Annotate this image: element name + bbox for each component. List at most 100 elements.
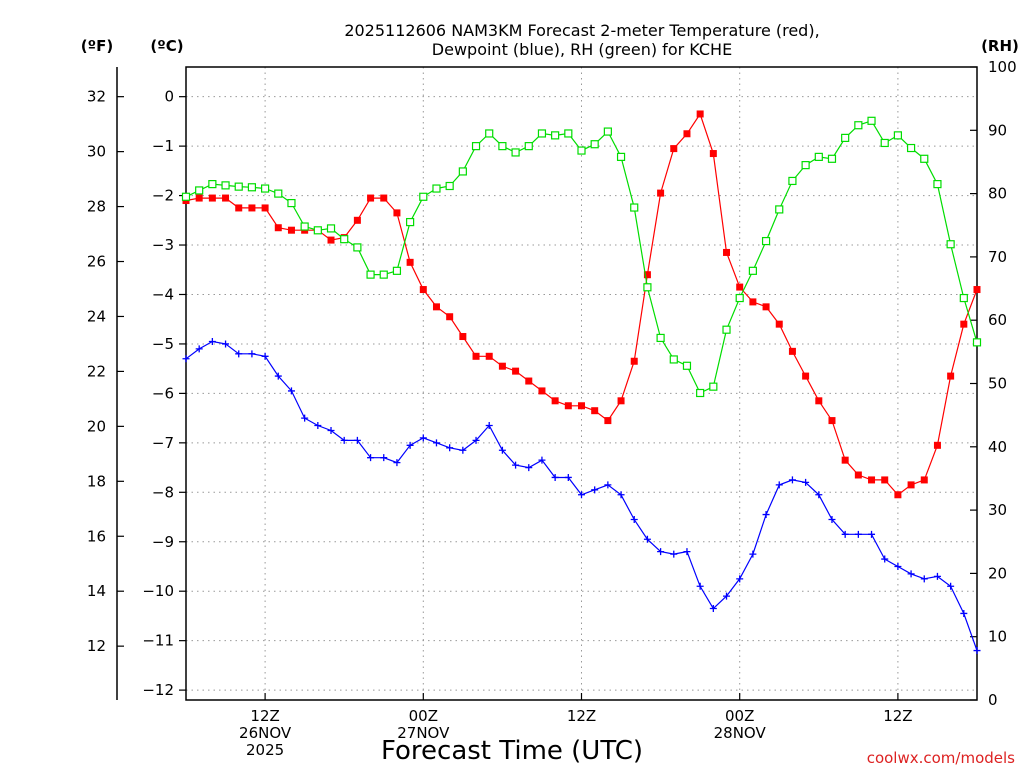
data-point xyxy=(682,361,692,370)
data-point xyxy=(512,461,520,469)
data-point xyxy=(775,320,783,328)
data-point xyxy=(208,337,216,345)
data-point xyxy=(906,143,916,153)
data-point xyxy=(274,372,282,380)
x-axis-title: Forecast Time (UTC) xyxy=(381,736,643,766)
data-point xyxy=(590,140,599,149)
data-point xyxy=(973,647,981,655)
data-point xyxy=(380,454,388,462)
data-point xyxy=(181,192,191,201)
rh-tick-label: 10 xyxy=(988,628,1007,646)
fahrenheit-tick-label: 16 xyxy=(87,527,106,545)
data-point xyxy=(419,286,427,294)
rh-tick-label: 20 xyxy=(988,564,1007,582)
data-point xyxy=(287,387,295,395)
data-point xyxy=(419,434,427,442)
data-point xyxy=(920,476,928,484)
data-point xyxy=(894,562,902,570)
data-point xyxy=(314,422,322,430)
data-point xyxy=(392,266,402,275)
data-point xyxy=(617,491,625,499)
data-point xyxy=(406,441,414,449)
data-point xyxy=(841,456,849,464)
data-point xyxy=(222,194,230,202)
data-point xyxy=(736,575,744,583)
data-point xyxy=(578,491,585,499)
data-point xyxy=(472,352,480,360)
data-point xyxy=(432,184,441,193)
data-point xyxy=(458,167,467,176)
data-point xyxy=(802,372,810,380)
data-point xyxy=(669,355,678,364)
data-point xyxy=(432,303,440,311)
data-point xyxy=(868,530,876,538)
data-point xyxy=(933,572,941,580)
data-point xyxy=(182,355,190,363)
data-point xyxy=(485,422,493,430)
data-point xyxy=(696,110,704,118)
data-point xyxy=(485,352,493,360)
data-point xyxy=(564,129,573,138)
data-point xyxy=(353,436,361,444)
data-point xyxy=(696,388,705,398)
fahrenheit-unit-label: (ºF) xyxy=(81,37,113,55)
data-point xyxy=(788,476,796,484)
fahrenheit-tick-label: 20 xyxy=(87,417,106,435)
data-point xyxy=(616,152,626,161)
data-point xyxy=(419,192,428,201)
time-tick-label: 12Z xyxy=(250,707,279,725)
celsius-tick-label: −10 xyxy=(142,582,174,600)
time-tick-label: 26NOV xyxy=(239,724,292,742)
data-point xyxy=(485,129,494,138)
data-point xyxy=(933,180,942,189)
data-point xyxy=(972,338,982,347)
data-point xyxy=(933,441,941,449)
data-point xyxy=(630,515,638,523)
data-point xyxy=(604,417,612,425)
data-point xyxy=(854,530,862,538)
data-point xyxy=(617,397,625,405)
grid-lines xyxy=(186,67,977,700)
chart-title-line-2: Dewpoint (blue), RH (green) for KCHE xyxy=(432,40,732,59)
data-point xyxy=(735,293,744,303)
data-point xyxy=(406,217,415,227)
data-point xyxy=(643,271,651,279)
data-point xyxy=(235,350,243,358)
data-point xyxy=(670,550,678,558)
data-point xyxy=(657,189,665,197)
time-tick-label: 00Z xyxy=(725,707,754,725)
data-point xyxy=(261,204,269,212)
series-dewpoint xyxy=(182,337,981,655)
data-point xyxy=(841,530,849,538)
data-point xyxy=(313,226,322,235)
time-tick-label: 27NOV xyxy=(397,724,450,742)
data-point xyxy=(327,236,335,244)
fahrenheit-tick-label: 26 xyxy=(87,253,106,271)
data-point xyxy=(828,515,836,523)
data-point xyxy=(854,471,862,479)
data-point xyxy=(947,582,955,590)
data-point xyxy=(867,116,876,125)
data-point xyxy=(498,142,507,151)
data-point xyxy=(248,204,256,212)
data-point xyxy=(722,325,731,334)
data-point xyxy=(234,182,243,191)
data-point xyxy=(353,243,362,252)
time-tick-label: 12Z xyxy=(567,707,596,725)
data-point xyxy=(367,454,375,462)
data-point xyxy=(960,320,968,328)
data-point xyxy=(827,154,837,163)
data-point xyxy=(591,407,599,415)
data-point xyxy=(261,352,269,360)
data-point xyxy=(893,131,903,140)
data-point xyxy=(868,476,876,484)
celsius-tick-label: −3 xyxy=(152,236,174,254)
rh-tick-label: 100 xyxy=(988,58,1017,76)
celsius-axis: 0 −1 −2 −3 −4 −5 −6 −7 −8 −9 −10 −11 −12 xyxy=(142,88,186,699)
data-point xyxy=(591,486,599,494)
celsius-unit-label: (ºC) xyxy=(150,37,183,55)
data-point xyxy=(353,216,361,224)
celsius-tick-label: −12 xyxy=(142,681,174,699)
rh-unit-label: (RH) xyxy=(981,37,1019,55)
